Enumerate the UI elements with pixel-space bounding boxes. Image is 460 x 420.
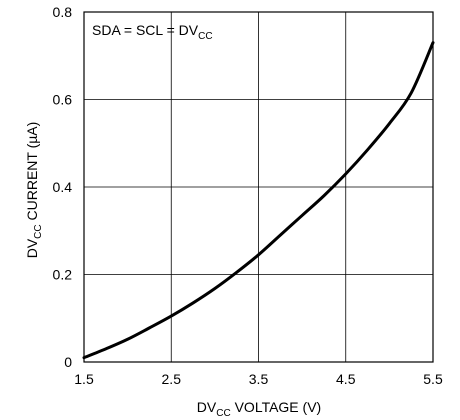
y-tick-label: 0.4 xyxy=(53,179,73,195)
grid xyxy=(83,11,434,363)
y-tick-label: 0.2 xyxy=(53,267,73,283)
y-tick-labels: 0 0.2 0.4 0.6 0.8 xyxy=(53,4,73,370)
y-tick-label: 0.8 xyxy=(53,4,73,20)
condition-annotation: SDA = SCL = DVCC xyxy=(92,22,213,42)
x-tick-label: 2.5 xyxy=(162,371,182,387)
x-tick-label: 1.5 xyxy=(74,371,94,387)
y-tick-label: 0.6 xyxy=(53,92,73,108)
y-axis-label: DVCC CURRENT (µA) xyxy=(24,122,44,259)
series-line-current xyxy=(82,41,435,360)
x-axis-label: DVCC VOLTAGE (V) xyxy=(197,399,321,419)
y-tick-label: 0 xyxy=(64,354,72,370)
x-tick-labels: 1.5 2.5 3.5 4.5 5.5 xyxy=(74,371,443,387)
plot-frame xyxy=(83,11,434,363)
x-tick-label: 5.5 xyxy=(423,371,443,387)
x-tick-label: 4.5 xyxy=(336,371,356,387)
x-tick-label: 3.5 xyxy=(249,371,269,387)
